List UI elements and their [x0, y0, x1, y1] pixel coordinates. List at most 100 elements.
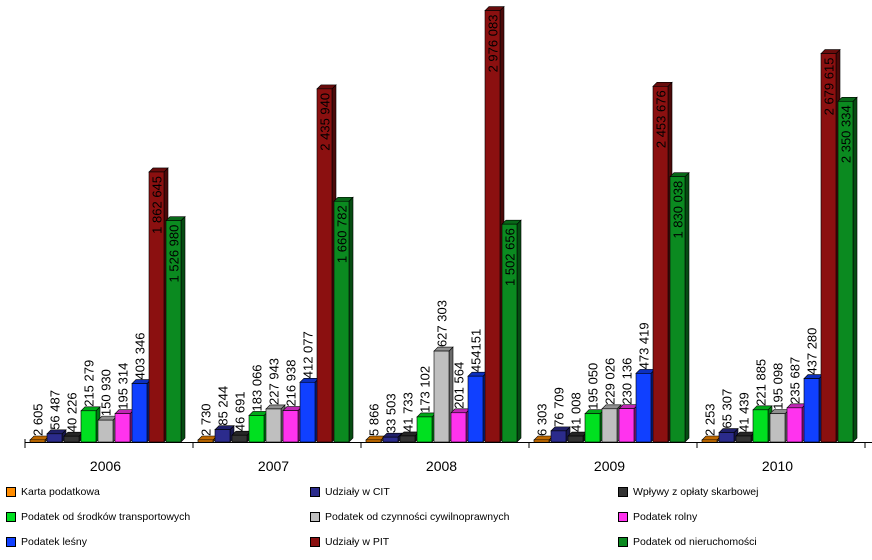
data-label: 1 526 980: [167, 225, 182, 283]
bar-podatek-od-nieruchomosci-2007: [333, 196, 354, 443]
data-label: 195 314: [116, 363, 131, 410]
data-label: 2 605: [31, 403, 46, 436]
data-label: 229 026: [603, 358, 618, 405]
bar-podatek-rolny-2007: [282, 405, 303, 443]
bar-side: [180, 215, 186, 443]
data-label: 2 976 083: [486, 15, 501, 73]
bar-front: [282, 410, 299, 443]
legend-swatch: [6, 537, 16, 547]
bar-front: [114, 413, 131, 443]
legend-swatch: [6, 512, 16, 522]
bar-podatek-lesny-2009: [635, 368, 656, 443]
bar-front: [752, 409, 769, 443]
bar-front: [316, 88, 333, 443]
bar-front: [382, 436, 399, 443]
bar-udzialy-w-cit-2009: [550, 426, 571, 443]
legend-swatch: [618, 512, 628, 522]
data-label: 2 350 334: [839, 105, 854, 163]
bar-front: [46, 433, 63, 443]
x-tick-label: 2007: [258, 458, 289, 474]
bar-podatek-od-nieruchomosci-2006: [165, 215, 186, 443]
bar-front: [769, 413, 786, 443]
bar-podatek-od-srodkow-transportowych-2009: [584, 409, 605, 443]
bar-front: [550, 430, 567, 443]
data-label: 221 885: [754, 359, 769, 406]
bar-front: [567, 435, 584, 443]
bar-front: [399, 435, 416, 443]
data-label: 216 938: [284, 360, 299, 407]
bar-front: [601, 408, 618, 443]
bar-front: [450, 412, 467, 443]
bar-podatek-od-czynnosci-cywilnoprawnych-2009: [601, 404, 622, 443]
bar-podatek-lesny-2006: [131, 378, 152, 443]
data-label: 56 487: [48, 390, 63, 430]
bar-front: [837, 100, 854, 443]
bar-front: [533, 439, 550, 443]
bar-front: [484, 10, 501, 443]
data-label: 227 943: [267, 358, 282, 405]
bar-front: [416, 416, 433, 443]
legend-item-udzialy-w-pit: Udziały w PIT: [310, 536, 389, 548]
data-label: 2 679 615: [822, 58, 837, 116]
bar-front: [467, 375, 484, 443]
legend-label: Podatek od nieruchomości: [633, 536, 757, 548]
bar-side: [516, 219, 522, 443]
legend-item-wplywy-z-oplaty-skarbowej: Wpływy z opłaty skarbowej: [618, 486, 758, 498]
data-label: 215 279: [82, 360, 97, 407]
category-tick-labels: 2006 2007 2008 2009 2010: [90, 458, 793, 474]
legend-label: Wpływy z opłaty skarbowej: [633, 486, 759, 498]
data-label: 41 733: [401, 392, 416, 432]
bar-front: [652, 85, 669, 443]
data-label: 150 930: [99, 369, 114, 416]
data-label: 85 244: [216, 386, 231, 426]
bar-wplywy-z-oplaty-skarbowej-2006: [63, 431, 84, 443]
legend-label: Podatek leśny: [21, 536, 87, 548]
data-label: 2 253: [703, 403, 718, 436]
data-label: 627 303: [435, 300, 450, 347]
legend-item-podatek-rolny: Podatek rolny: [618, 511, 697, 523]
bars: [29, 5, 858, 443]
bar-podatek-rolny-2006: [114, 408, 135, 443]
x-tick-label: 2010: [762, 458, 793, 474]
bar-podatek-od-czynnosci-cywilnoprawnych-2006: [97, 415, 118, 443]
bar-udzialy-w-cit-2007: [214, 424, 235, 443]
legend-swatch: [618, 537, 628, 547]
bar-front: [820, 53, 837, 443]
data-label: 437 280: [805, 328, 820, 375]
legend: Karta podatkowa Udziały w CIT Wpływy z opł…: [6, 486, 872, 560]
bar-podatek-od-nieruchomosci-2009: [669, 171, 690, 443]
bar-podatek-lesny-2007: [299, 377, 320, 443]
bar-podatek-od-czynnosci-cywilnoprawnych-2007: [265, 404, 286, 443]
data-label: 195 050: [586, 363, 601, 410]
data-label: 1 660 782: [335, 205, 350, 263]
bar-front: [333, 200, 350, 443]
legend-label: Podatek od środków transportowych: [21, 511, 191, 523]
data-label: 183 066: [250, 364, 265, 411]
bar-front: [718, 432, 735, 443]
bar-udzialy-w-cit-2008: [382, 432, 403, 443]
bar-front: [299, 381, 316, 443]
legend-item-karta-podatkowa: Karta podatkowa: [6, 486, 100, 498]
legend-label: Udziały w PIT: [325, 536, 390, 548]
bar-side: [852, 96, 858, 443]
legend-label: Podatek od czynności cywilnoprawnych: [325, 511, 510, 523]
bar-front: [735, 435, 752, 443]
axes: [24, 439, 872, 448]
bar-side: [684, 171, 690, 443]
bar-front: [80, 410, 97, 443]
bar-podatek-lesny-2010: [803, 373, 824, 443]
bar-podatek-od-nieruchomosci-2010: [837, 96, 858, 443]
bar-front: [635, 373, 652, 443]
bar-podatek-od-srodkow-transportowych-2008: [416, 412, 437, 443]
data-label: 235 687: [788, 357, 803, 404]
data-label: 1 830 038: [671, 181, 686, 239]
bar-front: [248, 415, 265, 443]
data-label: 46 691: [233, 391, 248, 431]
data-label: 1 502 656: [503, 228, 518, 286]
bar-front: [97, 419, 114, 443]
bar-side: [348, 196, 354, 443]
bar-front: [786, 407, 803, 443]
bar-wplywy-z-oplaty-skarbowej-2009: [567, 431, 588, 443]
data-label: 201 564: [452, 362, 467, 409]
